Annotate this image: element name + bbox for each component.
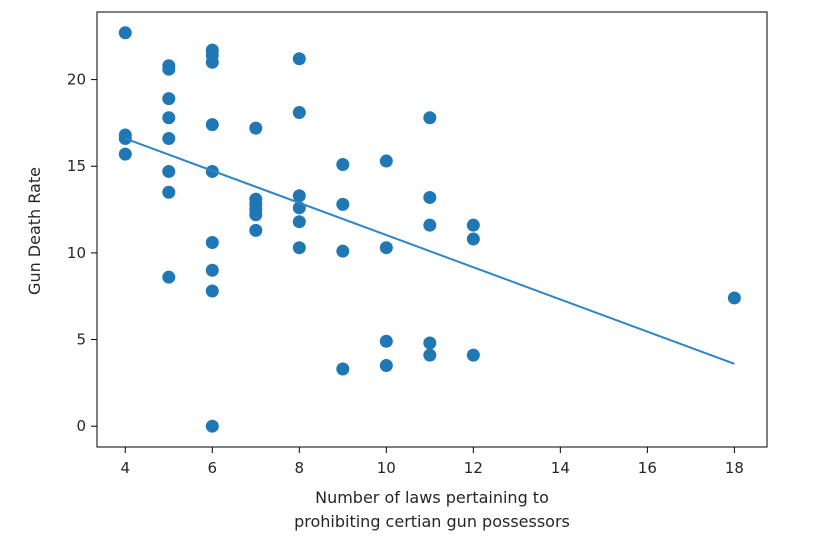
x-axis-ticks: 4 6 8 10 12 14 16 18	[121, 447, 744, 477]
plot-area	[118, 26, 741, 433]
x-tick-label: 18	[725, 459, 744, 477]
data-point-32	[292, 241, 306, 255]
data-point-14	[205, 55, 219, 69]
axes-frame	[96, 11, 768, 448]
data-point-39	[379, 334, 393, 348]
data-point-20	[205, 419, 219, 433]
y-axis-label: Gun Death Rate	[25, 167, 44, 295]
data-point-29	[292, 189, 306, 203]
data-point-31	[292, 215, 306, 229]
data-point-3	[118, 147, 132, 161]
y-tick-label: 15	[67, 157, 86, 175]
data-point-26	[249, 223, 263, 237]
data-point-25	[249, 208, 263, 222]
data-point-49	[727, 291, 741, 305]
x-tick-label: 6	[208, 459, 218, 477]
y-axis-ticks: 0 5 10 15 20	[67, 71, 97, 435]
x-tick-label: 4	[121, 459, 131, 477]
data-point-27	[292, 52, 306, 66]
data-point-0	[118, 26, 132, 40]
y-tick-label: 20	[67, 71, 86, 89]
data-point-37	[379, 154, 393, 168]
x-axis-label-line-1: Number of laws pertaining to	[315, 488, 549, 507]
data-point-17	[205, 235, 219, 249]
y-tick-label: 10	[67, 244, 86, 262]
data-point-15	[205, 118, 219, 132]
data-point-47	[466, 232, 480, 246]
data-point-38	[379, 241, 393, 255]
data-point-44	[423, 336, 437, 350]
data-point-9	[162, 164, 176, 178]
data-point-33	[336, 158, 350, 172]
data-point-36	[336, 362, 350, 376]
data-point-41	[423, 111, 437, 125]
x-tick-label: 12	[464, 459, 483, 477]
data-point-40	[379, 359, 393, 373]
data-point-18	[205, 263, 219, 277]
data-point-21	[249, 121, 263, 135]
data-point-35	[336, 244, 350, 258]
trend-line	[124, 137, 735, 365]
y-tick-label: 0	[76, 417, 86, 435]
x-tick-label: 8	[295, 459, 305, 477]
data-point-34	[336, 197, 350, 211]
data-point-28	[292, 106, 306, 120]
data-point-19	[205, 284, 219, 298]
data-point-42	[423, 190, 437, 204]
data-point-7	[162, 111, 176, 125]
x-tick-label: 14	[551, 459, 570, 477]
data-point-8	[162, 132, 176, 146]
data-point-5	[162, 62, 176, 76]
data-point-48	[466, 348, 480, 362]
x-tick-label: 10	[377, 459, 396, 477]
data-point-46	[466, 218, 480, 232]
data-point-43	[423, 218, 437, 232]
x-tick-label: 16	[638, 459, 657, 477]
data-point-11	[162, 270, 176, 284]
y-tick-label: 5	[76, 331, 86, 349]
data-point-6	[162, 92, 176, 106]
data-point-45	[423, 348, 437, 362]
x-axis-label-line-2: prohibiting certian gun possessors	[294, 512, 570, 531]
data-point-10	[162, 185, 176, 199]
